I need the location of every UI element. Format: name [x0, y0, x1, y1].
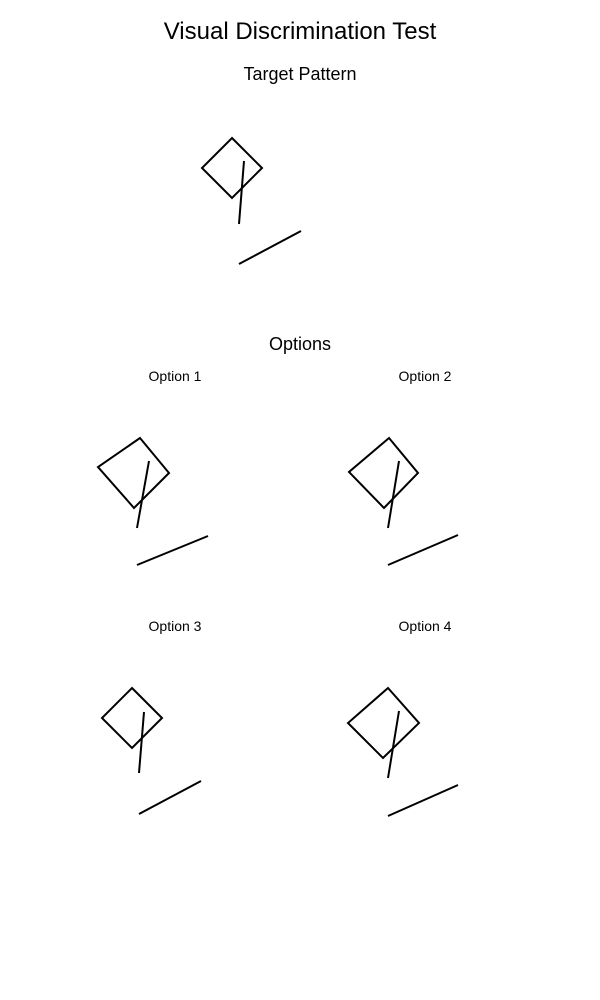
- option-3-label: Option 3: [148, 618, 202, 634]
- option-1-figure: [96, 436, 209, 566]
- option-3-bottom-line: [138, 780, 202, 815]
- option-1-card[interactable]: Option 1: [50, 362, 300, 612]
- target-stroke-line: [238, 160, 245, 225]
- option-3-figure: [100, 686, 202, 815]
- option-1-bottom-line: [136, 535, 209, 566]
- option-2-label: Option 2: [398, 368, 452, 384]
- option-2-figure: [347, 436, 459, 566]
- option-1-stroke-line: [136, 460, 150, 529]
- target-bottom-line: [238, 230, 302, 265]
- option-4-diamond: [346, 686, 421, 760]
- options-heading: Options: [268, 334, 332, 354]
- option-3-diamond: [100, 686, 164, 750]
- option-4-label: Option 4: [398, 618, 452, 634]
- option-2-card[interactable]: Option 2: [300, 362, 550, 612]
- option-1-label: Option 1: [148, 368, 202, 384]
- option-2-diamond: [347, 436, 420, 510]
- target-pattern-figure: [200, 136, 302, 265]
- option-4-card[interactable]: Option 4: [300, 612, 550, 862]
- option-3-card[interactable]: Option 3: [50, 612, 300, 862]
- option-4-stroke-line: [387, 710, 400, 779]
- page-title: Visual Discrimination Test: [163, 18, 437, 45]
- option-2-stroke-line: [387, 460, 400, 529]
- target-pattern-heading: Target Pattern: [243, 64, 357, 84]
- option-1-diamond: [96, 436, 171, 510]
- option-4-bottom-line: [387, 784, 459, 817]
- target-diamond: [200, 136, 264, 200]
- option-2-bottom-line: [387, 534, 459, 566]
- option-3-stroke-line: [138, 711, 145, 774]
- option-4-figure: [346, 686, 459, 817]
